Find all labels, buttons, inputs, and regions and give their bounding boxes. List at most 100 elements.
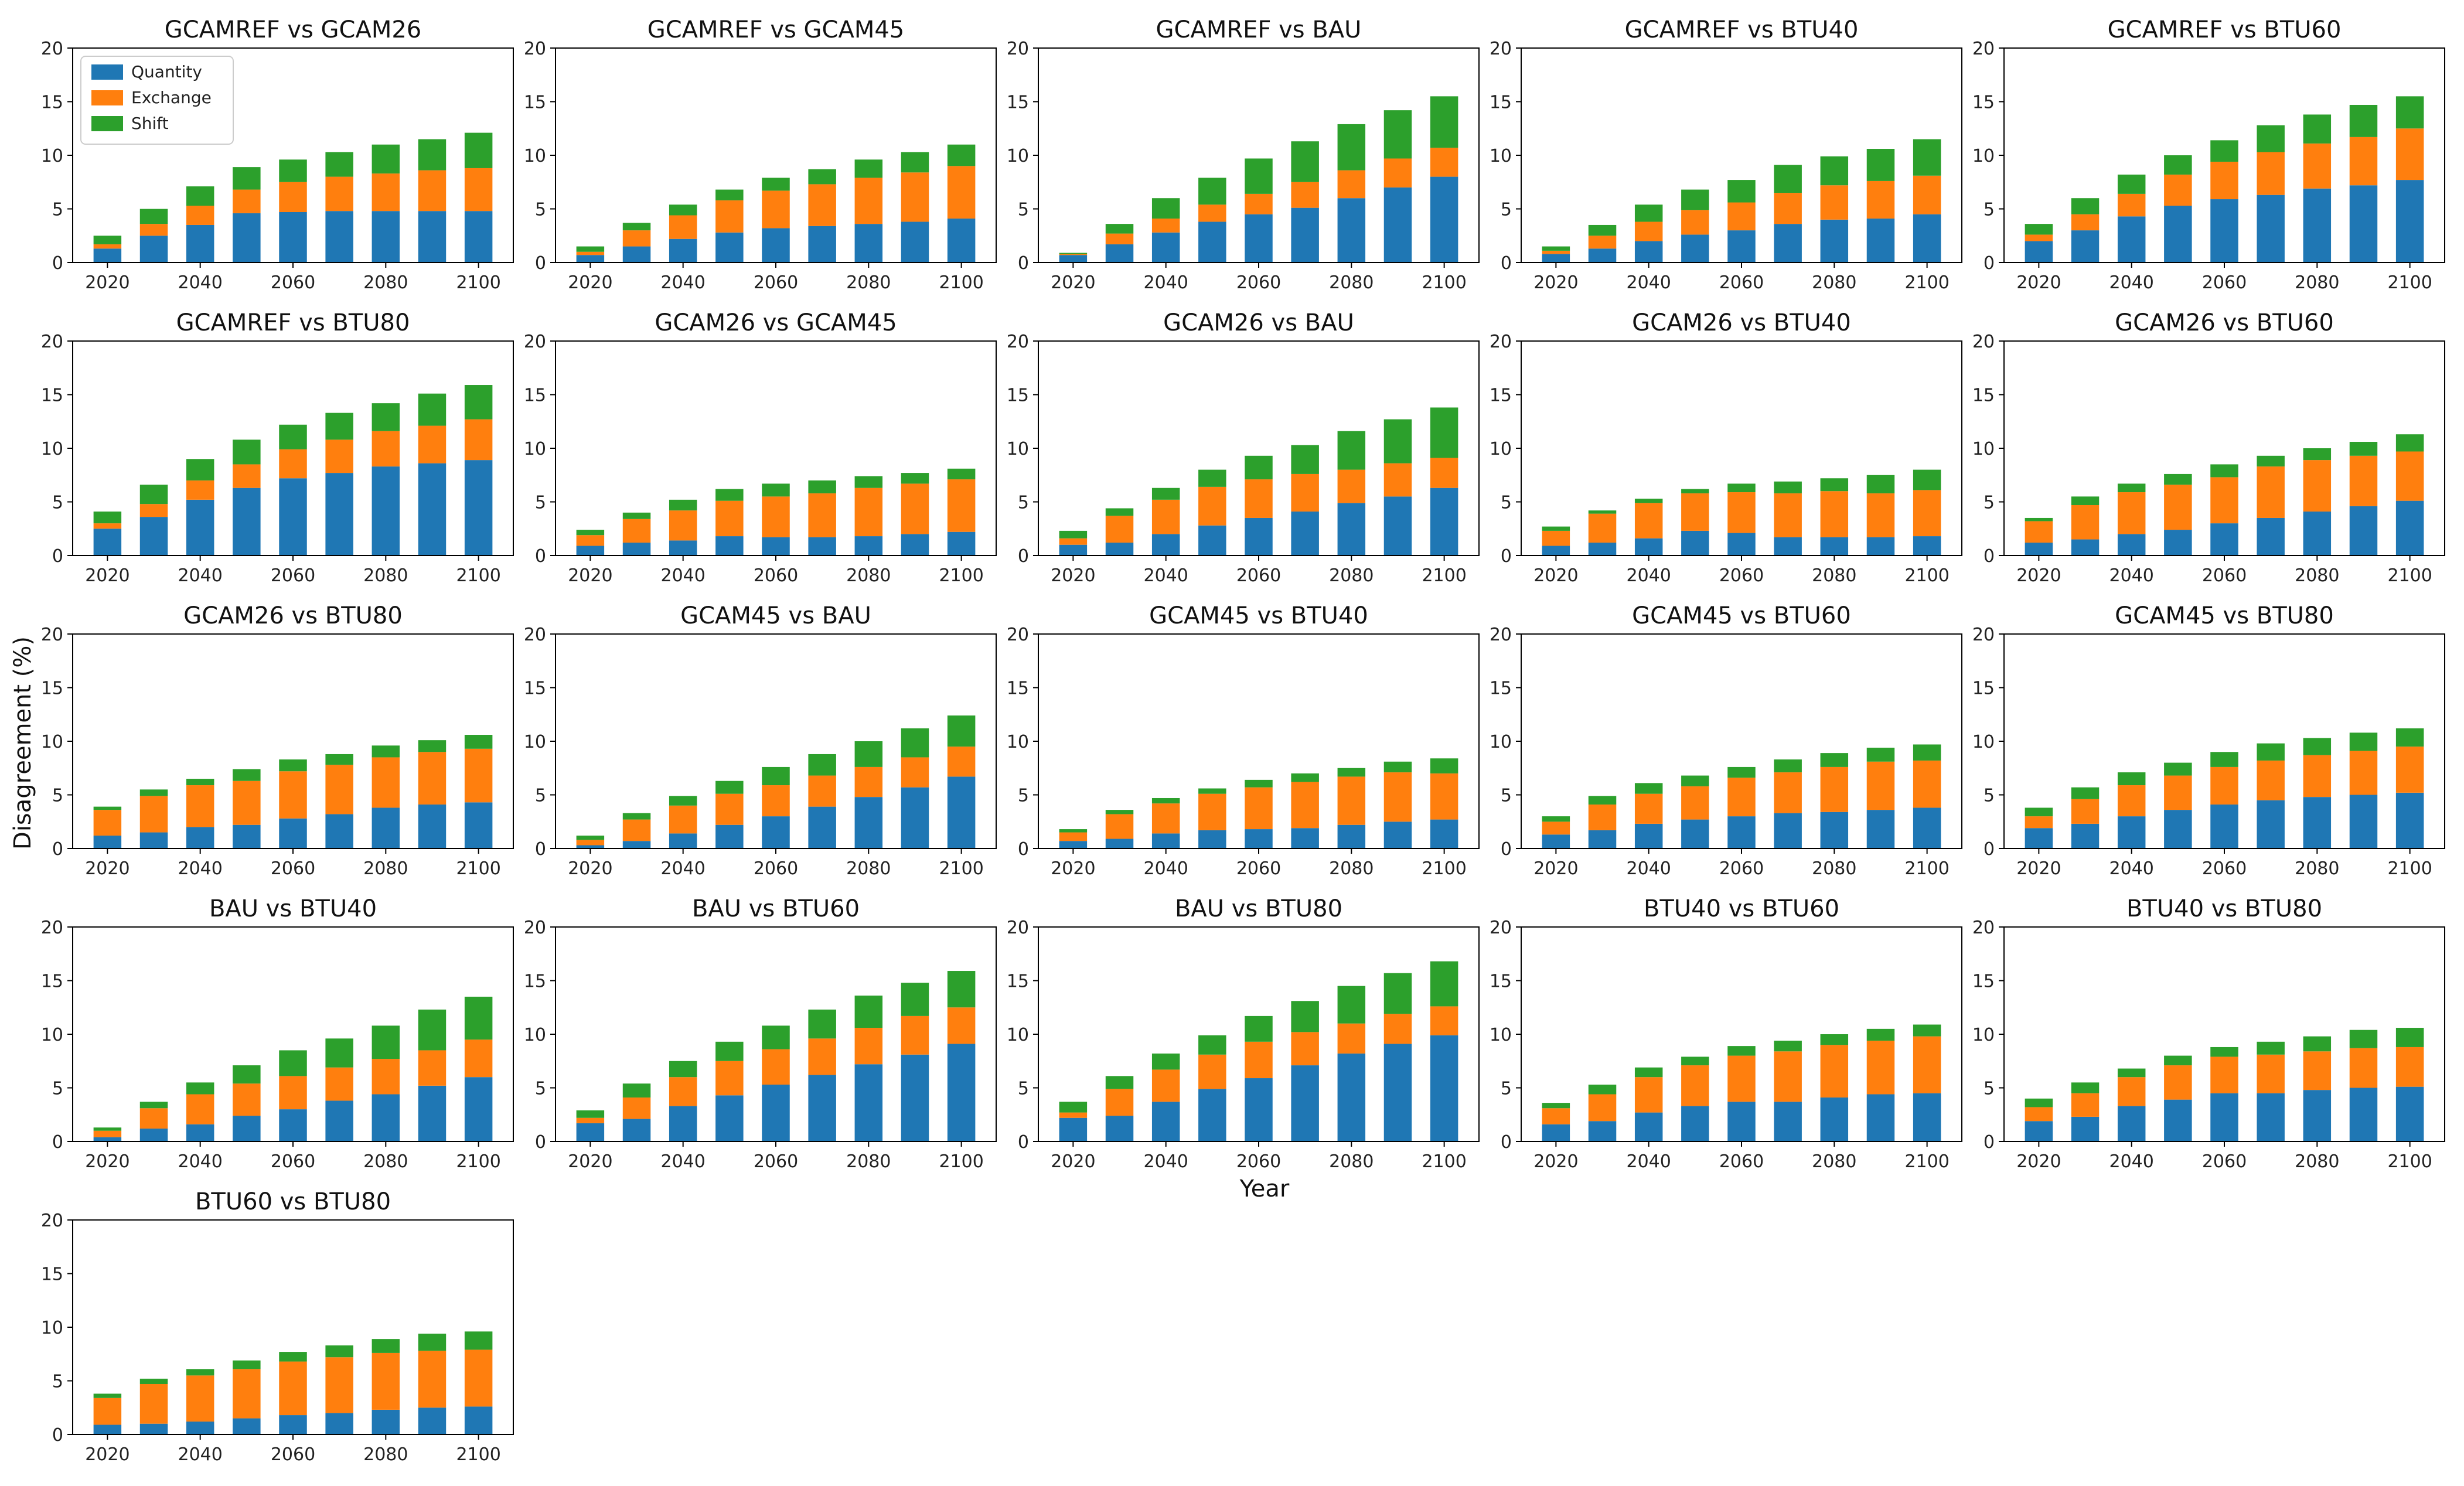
bar-exchange-2070 — [1291, 473, 1319, 512]
bar-exchange-2080 — [2303, 1051, 2332, 1090]
bar-exchange-2070 — [2257, 466, 2285, 518]
bar-exchange-2060 — [2210, 161, 2238, 200]
bar-exchange-2090 — [418, 425, 447, 463]
bar-quantity-2040 — [1634, 1112, 1663, 1141]
bar-quantity-2040 — [186, 1124, 214, 1141]
bar-quantity-2040 — [2117, 816, 2146, 848]
bar-shift-2060 — [1727, 180, 1756, 203]
bar-shift-2050 — [233, 1360, 261, 1369]
bar-quantity-2020 — [576, 546, 605, 555]
bar-quantity-2020 — [93, 1137, 122, 1141]
bar-quantity-2080 — [2303, 797, 2332, 848]
bar-quantity-2040 — [2117, 534, 2146, 555]
bar-shift-2060 — [1245, 455, 1273, 480]
x-tick-label: 2040 — [1627, 858, 1671, 879]
bar-exchange-2060 — [762, 1049, 790, 1085]
bar-quantity-2050 — [2164, 1099, 2192, 1141]
x-tick-label: 2080 — [363, 1444, 408, 1465]
bar-shift-2030 — [1105, 810, 1134, 814]
bar-exchange-2070 — [325, 1067, 353, 1101]
bar-exchange-2080 — [854, 766, 883, 797]
bar-quantity-2100 — [464, 460, 493, 555]
bar-shift-2090 — [901, 473, 929, 484]
bar-quantity-2080 — [854, 1064, 883, 1141]
x-tick-label: 2020 — [85, 1151, 129, 1172]
bar-quantity-2090 — [901, 534, 929, 555]
bar-quantity-2060 — [762, 537, 790, 555]
y-tick-label: 20 — [1490, 39, 1512, 59]
x-tick-label: 2080 — [363, 858, 408, 879]
bar-exchange-2070 — [1291, 782, 1319, 829]
bar-shift-2050 — [233, 439, 261, 465]
bar-exchange-2100 — [1430, 148, 1458, 177]
bar-exchange-2020 — [1059, 832, 1088, 841]
bar-exchange-2030 — [622, 519, 651, 543]
y-tick-label: 20 — [1490, 918, 1512, 938]
bar-exchange-2070 — [2257, 152, 2285, 195]
bar-quantity-2090 — [418, 211, 447, 263]
bar-exchange-2030 — [2071, 799, 2100, 824]
y-tick-label: 20 — [524, 39, 546, 59]
bar-exchange-2040 — [1634, 503, 1663, 538]
chart-title: GCAMREF vs BAU — [1156, 16, 1362, 43]
bar-shift-2090 — [901, 152, 929, 173]
bar-exchange-2090 — [2349, 751, 2378, 795]
bar-shift-2090 — [1383, 973, 1412, 1014]
bar-quantity-2070 — [2257, 1093, 2285, 1141]
bar-quantity-2080 — [1820, 537, 1849, 555]
bar-shift-2100 — [1913, 139, 1941, 176]
bar-shift-2100 — [1430, 961, 1458, 1007]
y-tick-label: 20 — [1490, 625, 1512, 645]
chart-title: GCAM45 vs BTU60 — [1632, 602, 1851, 629]
bar-shift-2090 — [1866, 149, 1895, 181]
bar-quantity-2050 — [1681, 819, 1709, 848]
bar-shift-2070 — [325, 413, 353, 440]
x-tick-label: 2060 — [271, 272, 315, 293]
bar-exchange-2050 — [1681, 493, 1709, 531]
bar-quantity-2040 — [1151, 232, 1180, 263]
bar-exchange-2020 — [2025, 816, 2053, 829]
bar-shift-2080 — [1820, 1034, 1849, 1045]
bar-shift-2080 — [1337, 431, 1366, 470]
bar-shift-2040 — [1634, 499, 1663, 503]
y-tick-label: 20 — [1007, 625, 1029, 645]
bar-shift-2070 — [325, 1345, 353, 1358]
y-tick-label: 15 — [524, 93, 546, 113]
chart-title: GCAMREF vs GCAM26 — [165, 16, 422, 43]
y-tick-label: 0 — [535, 253, 546, 274]
bar-quantity-2070 — [325, 814, 353, 848]
y-tick-label: 0 — [52, 253, 63, 274]
y-tick-label: 0 — [1018, 1132, 1029, 1153]
bar-shift-2090 — [2349, 442, 2378, 456]
bar-shift-2030 — [1105, 508, 1134, 516]
bar-shift-2100 — [464, 996, 493, 1040]
bar-shift-2090 — [418, 1009, 447, 1051]
bar-exchange-2020 — [93, 1398, 122, 1425]
bar-shift-2020 — [1059, 530, 1088, 538]
x-tick-label: 2060 — [2202, 565, 2247, 586]
bar-exchange-2030 — [2071, 1093, 2100, 1117]
y-tick-label: 15 — [524, 972, 546, 992]
bar-exchange-2020 — [576, 251, 605, 255]
bar-quantity-2040 — [186, 1422, 214, 1434]
bar-exchange-2090 — [1866, 180, 1895, 219]
bar-quantity-2100 — [1913, 536, 1941, 555]
y-tick-label: 15 — [1972, 386, 1995, 406]
bar-exchange-2050 — [1681, 210, 1709, 235]
bar-quantity-2050 — [1198, 525, 1226, 555]
x-tick-label: 2080 — [2295, 1151, 2339, 1172]
bar-shift-2100 — [1913, 1024, 1941, 1037]
bar-quantity-2080 — [1820, 812, 1849, 848]
bar-exchange-2020 — [1542, 1108, 1570, 1124]
bar-quantity-2020 — [1059, 1117, 1088, 1141]
bar-quantity-2030 — [139, 517, 168, 555]
figure-xlabel: Year — [1239, 1175, 1290, 1202]
bar-shift-2040 — [1634, 1067, 1663, 1078]
bar-exchange-2050 — [233, 781, 261, 825]
bar-quantity-2020 — [1059, 841, 1088, 848]
bar-quantity-2060 — [279, 1415, 307, 1434]
x-tick-label: 2040 — [178, 565, 223, 586]
y-tick-label: 5 — [1018, 786, 1029, 806]
bar-exchange-2030 — [1588, 513, 1617, 543]
x-tick-label: 2040 — [661, 858, 706, 879]
